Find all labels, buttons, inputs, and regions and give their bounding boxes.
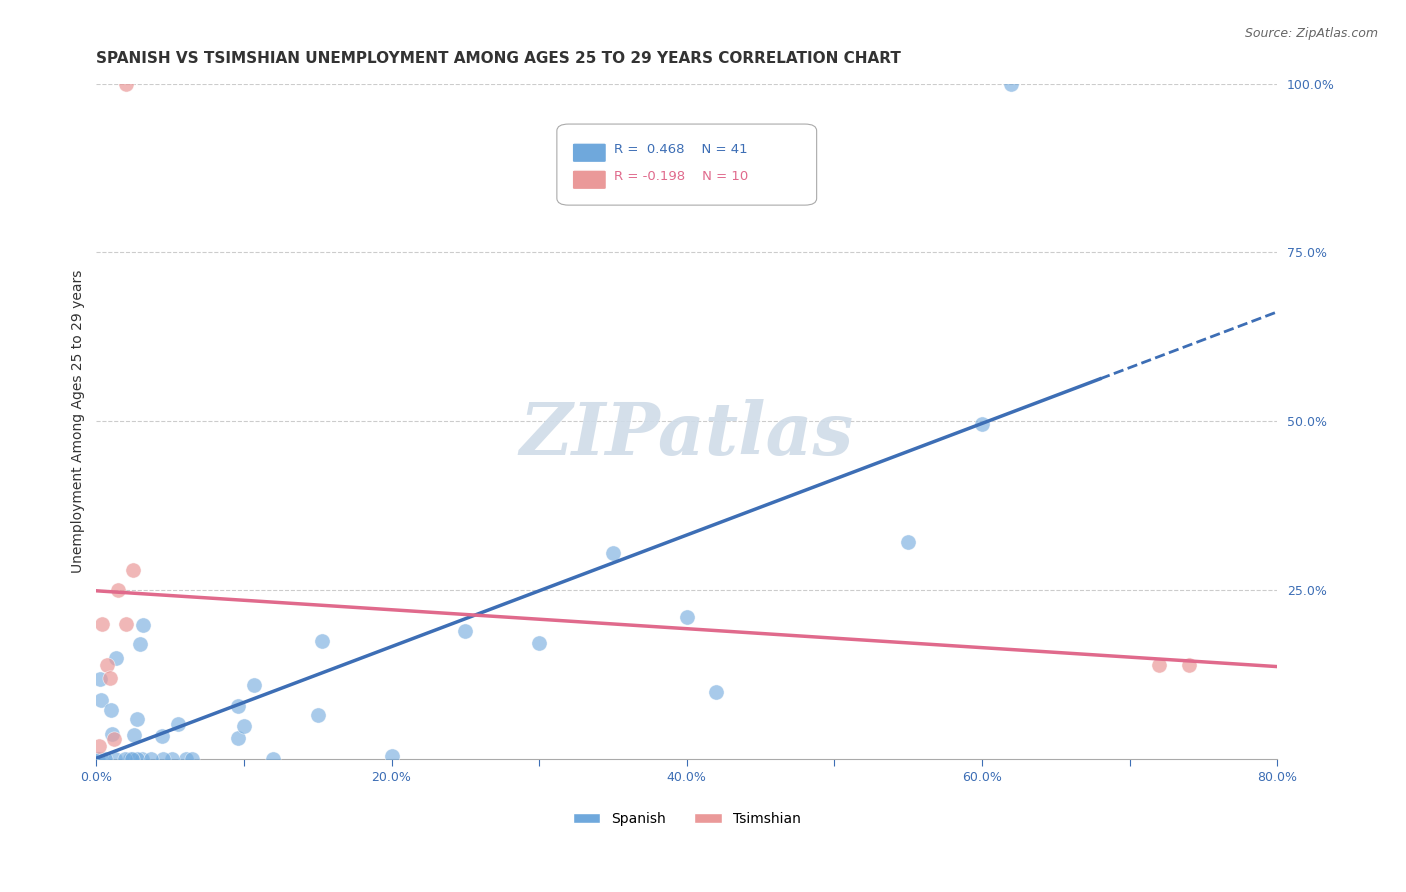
FancyBboxPatch shape — [572, 170, 606, 190]
Text: R = -0.198    N = 10: R = -0.198 N = 10 — [613, 170, 748, 183]
Point — [94, 752, 117, 766]
Point — [114, 752, 136, 766]
Point — [127, 712, 149, 726]
Point — [181, 752, 204, 766]
Point — [104, 752, 127, 766]
Point — [101, 727, 124, 741]
Point — [131, 752, 153, 766]
Point — [152, 752, 174, 766]
Point — [527, 635, 550, 649]
Point — [122, 563, 145, 577]
Legend: Spanish, Tsimshian: Spanish, Tsimshian — [567, 806, 807, 831]
Point — [162, 752, 184, 766]
Point — [121, 752, 143, 766]
Point — [105, 651, 128, 665]
Point — [243, 678, 266, 692]
FancyBboxPatch shape — [557, 124, 817, 205]
Point — [262, 752, 284, 766]
Text: R =  0.468    N = 41: R = 0.468 N = 41 — [613, 144, 747, 156]
Point — [167, 716, 190, 731]
Point — [98, 671, 121, 685]
Point — [150, 729, 173, 743]
Point — [704, 685, 727, 699]
Point — [226, 698, 249, 713]
Point — [174, 752, 197, 766]
Point — [897, 534, 920, 549]
Point — [1147, 657, 1170, 672]
Point — [602, 546, 624, 560]
Point — [307, 708, 329, 723]
Point — [100, 703, 122, 717]
Point — [127, 752, 149, 766]
Point — [139, 752, 162, 766]
Point — [129, 637, 152, 651]
Point — [107, 583, 129, 598]
Point — [380, 748, 402, 763]
FancyBboxPatch shape — [572, 143, 606, 162]
Point — [87, 752, 110, 766]
Point — [89, 672, 111, 686]
Point — [120, 752, 142, 766]
Text: Source: ZipAtlas.com: Source: ZipAtlas.com — [1244, 27, 1378, 40]
Point — [132, 617, 155, 632]
Text: ZIPatlas: ZIPatlas — [520, 400, 853, 470]
Point — [115, 77, 138, 91]
Point — [226, 731, 249, 745]
Point — [311, 633, 333, 648]
Y-axis label: Unemployment Among Ages 25 to 29 years: Unemployment Among Ages 25 to 29 years — [72, 269, 86, 573]
Point — [675, 610, 697, 624]
Point — [90, 752, 112, 766]
Point — [90, 693, 112, 707]
Point — [1000, 77, 1022, 91]
Point — [103, 731, 125, 746]
Point — [89, 739, 111, 753]
Point — [1177, 657, 1199, 672]
Text: SPANISH VS TSIMSHIAN UNEMPLOYMENT AMONG AGES 25 TO 29 YEARS CORRELATION CHART: SPANISH VS TSIMSHIAN UNEMPLOYMENT AMONG … — [97, 51, 901, 66]
Point — [233, 719, 256, 733]
Point — [122, 728, 145, 742]
Point — [96, 657, 118, 672]
Point — [91, 617, 114, 632]
Point — [454, 624, 477, 638]
Point — [970, 417, 993, 431]
Point — [115, 617, 138, 632]
